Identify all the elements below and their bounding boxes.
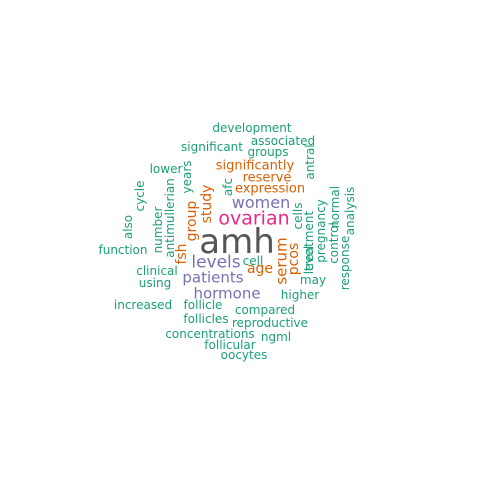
word-years: years xyxy=(180,160,194,194)
word-ngml: ngml xyxy=(260,330,292,344)
word-clinical: clinical xyxy=(136,264,178,278)
word-patients: patients xyxy=(182,268,244,287)
word-expression: expression xyxy=(234,181,306,197)
word-normal: normal xyxy=(328,185,342,229)
word-pregnancy: pregnancy xyxy=(314,199,328,263)
word-analysis: analysis xyxy=(343,186,357,236)
word-levels: levels xyxy=(191,252,241,273)
word-reproductive: reproductive xyxy=(231,316,309,330)
word-follicles: follicles xyxy=(183,312,229,326)
word-fsh: fsh xyxy=(174,243,190,265)
word-response: response xyxy=(338,235,352,291)
word-development: development xyxy=(212,121,292,135)
word-significant: significant xyxy=(181,140,243,154)
word-age: age xyxy=(246,261,274,277)
word-amh: amh xyxy=(199,222,275,262)
word-cycle: cycle xyxy=(133,180,147,212)
word-study: study xyxy=(199,184,215,224)
word-lower: lower xyxy=(149,162,183,176)
word-significantly: significantly xyxy=(215,158,295,174)
word-higher: higher xyxy=(280,288,320,302)
word-ovarian: ovarian xyxy=(218,207,290,230)
word-also: also xyxy=(121,214,135,240)
word-compared: compared xyxy=(234,303,296,317)
word-group: group xyxy=(184,200,200,242)
word-using: using xyxy=(138,276,172,290)
word-may: may xyxy=(299,273,327,287)
word-associated: associated xyxy=(250,134,316,148)
word-hormone: hormone xyxy=(193,284,261,303)
word-oocytes: oocytes xyxy=(220,348,268,362)
word-women: women xyxy=(231,193,291,212)
word-follicle: follicle xyxy=(183,298,223,312)
word-concentrations: concentrations xyxy=(165,327,255,341)
word-antimullerian: antimullerian xyxy=(163,178,177,258)
word-reserve: reserve xyxy=(242,170,292,186)
word-function: function xyxy=(98,243,148,257)
word-groups: groups xyxy=(247,145,289,159)
word-increased: increased xyxy=(113,298,173,312)
word-antral: antral xyxy=(303,144,317,180)
word-number: number xyxy=(151,206,165,254)
word-follicular: follicular xyxy=(204,338,256,352)
word-cell: cell xyxy=(242,254,264,268)
word-afc: afc xyxy=(221,177,235,197)
word-pcos: pcos xyxy=(286,242,302,276)
